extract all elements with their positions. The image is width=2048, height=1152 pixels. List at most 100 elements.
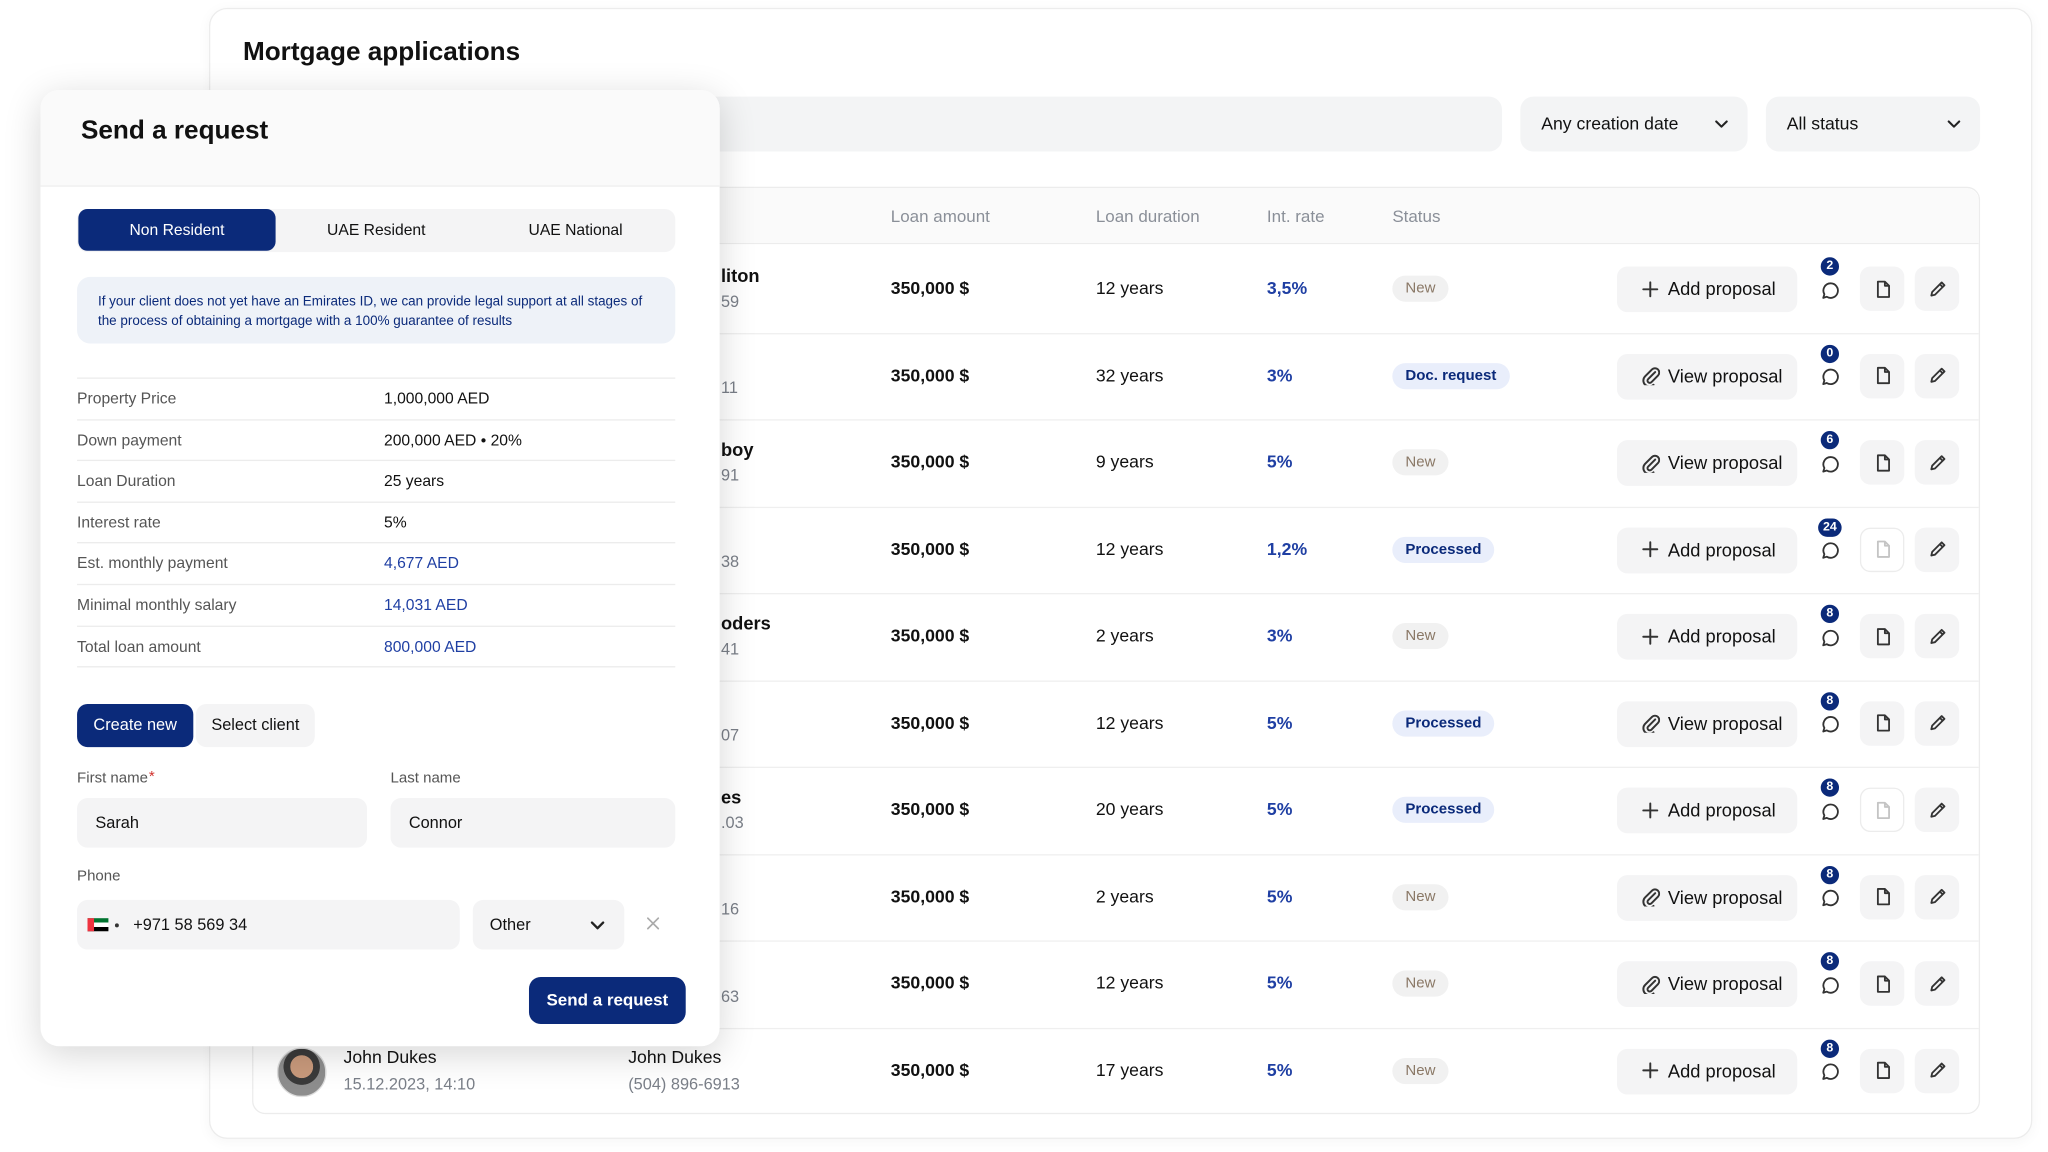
document-button[interactable] [1859, 874, 1905, 919]
document-button[interactable] [1859, 353, 1905, 398]
plus-icon [1641, 801, 1658, 818]
document-button[interactable] [1859, 266, 1905, 311]
client-tab[interactable]: Select client [211, 715, 300, 735]
icon-path [1641, 367, 1660, 386]
icon-path [590, 920, 604, 929]
detail-divider [77, 418, 676, 421]
client-name: boy [720, 438, 754, 460]
document-button[interactable] [1859, 440, 1905, 485]
document-button[interactable] [1859, 613, 1905, 659]
loan-amount: 350,000 $ [890, 452, 970, 472]
interest-rate: 5% [1266, 799, 1293, 820]
submit-label[interactable]: Send a request [546, 990, 669, 1010]
document-button[interactable] [1859, 787, 1905, 832]
message-count: 24 [1816, 516, 1843, 538]
icon-path [1641, 975, 1660, 994]
message-count: 2 [1819, 255, 1841, 277]
client-phone: 16 [720, 900, 740, 919]
resident-tab[interactable]: UAE National [528, 220, 623, 240]
row-divider [253, 419, 1979, 421]
x-icon[interactable] [644, 914, 662, 932]
filter-dropdown[interactable] [1520, 96, 1748, 152]
plus-icon [1641, 628, 1658, 645]
tab-active[interactable] [78, 208, 276, 251]
resident-tab[interactable]: Non Resident [129, 220, 225, 240]
client-name: John Dukes [343, 1047, 437, 1067]
edit-button[interactable] [1914, 1048, 1960, 1093]
client-phone: 63 [720, 987, 740, 1006]
detail-value: 1,000,000 AED [383, 389, 490, 408]
filter-dropdown[interactable] [1765, 96, 1981, 152]
edit-button[interactable] [1914, 787, 1960, 832]
interest-rate: 3% [1266, 365, 1293, 385]
first-name-input[interactable] [77, 798, 368, 848]
icon-path [1876, 974, 1890, 993]
loan-amount: 350,000 $ [890, 539, 970, 559]
edit-button[interactable] [1914, 527, 1960, 572]
submit-button[interactable] [528, 976, 686, 1024]
proposal-button[interactable] [1616, 440, 1798, 486]
document-button[interactable] [1859, 527, 1905, 572]
loan-duration: 17 years [1095, 1060, 1164, 1080]
document-button[interactable] [1859, 1048, 1905, 1093]
loan-duration: 12 years [1095, 278, 1164, 299]
resident-tab[interactable]: UAE Resident [327, 220, 426, 240]
edit-button[interactable] [1914, 874, 1960, 919]
document-button[interactable] [1859, 700, 1905, 746]
interest-rate: 1,2% [1266, 539, 1308, 559]
status-badge: New [1392, 623, 1449, 650]
edit-button[interactable] [1914, 266, 1960, 311]
client-phone: 07 [720, 726, 740, 745]
column-header: Loan amount [890, 205, 990, 226]
row-divider [253, 1027, 1979, 1029]
icon-path [1641, 888, 1660, 907]
proposal-label: Add proposal [1667, 1059, 1776, 1081]
icon-path [1929, 541, 1945, 557]
client-tab-bg[interactable] [77, 703, 194, 748]
icon-path [1876, 888, 1890, 906]
edit-button[interactable] [1914, 440, 1960, 485]
interest-rate: 5% [1266, 886, 1293, 907]
icon-path [1876, 540, 1890, 558]
message-count: 8 [1819, 1037, 1841, 1059]
contact-name: John Dukes [628, 1047, 722, 1067]
proposal-button[interactable] [1616, 700, 1798, 747]
icon-path [1641, 1062, 1658, 1079]
message-count: 8 [1819, 777, 1841, 799]
icon-path [1641, 280, 1658, 297]
client-tab-bg[interactable] [195, 703, 315, 748]
edit-button[interactable] [1914, 700, 1960, 746]
proposal-button[interactable] [1616, 961, 1798, 1008]
icon-path [1821, 542, 1839, 559]
search-input[interactable] [679, 96, 1503, 152]
last-name-input[interactable] [390, 798, 676, 848]
proposal-button[interactable] [1616, 353, 1798, 400]
chat-icon [1821, 976, 1839, 994]
icon-path [1929, 1062, 1945, 1078]
edit-button[interactable] [1914, 961, 1960, 1006]
icon-path [1641, 801, 1658, 818]
detail-label: Property Price [77, 389, 177, 408]
icon-path [1876, 801, 1890, 819]
document-button[interactable] [1859, 961, 1905, 1006]
doc-icon [1876, 801, 1890, 819]
input-value: Connor [408, 813, 463, 832]
icon-path [1821, 716, 1839, 733]
phone-input[interactable] [77, 899, 460, 950]
pencil-icon [1929, 280, 1945, 296]
edit-button[interactable] [1914, 613, 1960, 659]
proposal-label: View proposal [1667, 973, 1783, 994]
row-divider [253, 332, 1979, 334]
proposal-button[interactable] [1616, 874, 1798, 921]
loan-duration: 12 years [1095, 712, 1164, 733]
detail-divider [77, 459, 676, 462]
client-tab[interactable]: Create new [93, 715, 177, 735]
icon-path [1876, 280, 1890, 298]
proposal-label: View proposal [1667, 886, 1783, 908]
contact-phone: (504) 896-6913 [628, 1075, 740, 1094]
flag-red [87, 918, 95, 932]
pencil-icon [1929, 628, 1945, 644]
edit-button[interactable] [1914, 353, 1960, 398]
chat-icon [1821, 889, 1839, 907]
